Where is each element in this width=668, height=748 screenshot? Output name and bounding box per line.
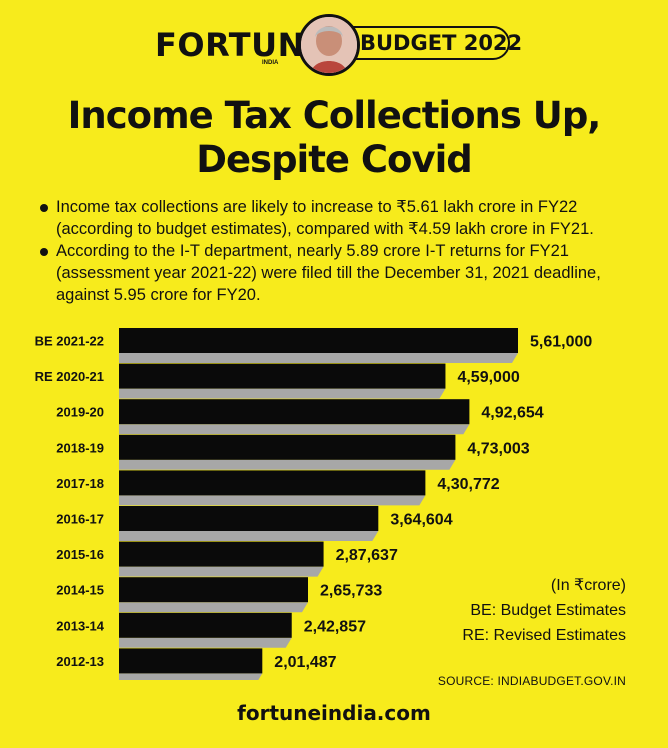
bar: [119, 612, 292, 638]
bar: [119, 577, 308, 603]
bar-chart: BE 2021-22 5,61,000 RE 2020-21 4,59,000 2019…: [35, 328, 592, 680]
category-label: 2013-14: [56, 618, 104, 633]
category-label: 2017-18: [56, 476, 104, 491]
bar-shadow: [119, 602, 308, 613]
bar-shadow: [119, 459, 456, 470]
category-label: 2015-16: [56, 547, 104, 562]
bar: [119, 541, 324, 567]
footer-url: fortuneindia.com: [237, 701, 431, 725]
category-label: 2014-15: [56, 583, 104, 598]
bar-shadow: [119, 637, 292, 648]
bar-shadow: [119, 495, 426, 506]
bar: [119, 328, 518, 353]
brand-sub: INDIA: [262, 60, 279, 66]
bullet-item: Income tax collections are likely to inc…: [38, 196, 648, 240]
value-label: 3,64,604: [390, 512, 452, 529]
chart-notes: (In ₹crore) BE: Budget Estimates RE: Rev…: [462, 573, 626, 648]
bar-shadow: [119, 566, 324, 577]
value-label: 4,73,003: [467, 440, 529, 457]
bar: [119, 434, 456, 460]
value-label: 2,01,487: [274, 654, 336, 671]
bullet-list: Income tax collections are likely to inc…: [38, 196, 648, 306]
bar-shadow: [119, 673, 263, 680]
category-label: BE 2021-22: [35, 334, 104, 349]
be-note: BE: Budget Estimates: [470, 602, 626, 619]
bar: [119, 399, 470, 425]
category-label: 2012-13: [56, 654, 104, 669]
re-note: RE: Revised Estimates: [462, 627, 626, 644]
header: FORTUNE INDIA BUDGET 2022: [0, 12, 668, 76]
value-label: 4,92,654: [481, 405, 543, 422]
category-label: 2018-19: [56, 440, 104, 455]
value-label: 5,61,000: [530, 334, 592, 351]
bar: [119, 648, 263, 674]
category-label: 2016-17: [56, 512, 104, 527]
unit-note: (In ₹crore): [550, 577, 626, 594]
title-line-2: Despite Covid: [196, 138, 473, 181]
category-label: RE 2020-21: [35, 369, 104, 384]
page-title: Income Tax Collections Up, Despite Covid: [0, 94, 668, 182]
value-label: 2,65,733: [320, 583, 382, 600]
source-note: SOURCE: INDIABUDGET.GOV.IN: [437, 674, 626, 688]
avatar: [298, 14, 360, 76]
bar: [119, 470, 426, 496]
budget-badge-label: BUDGET 2022: [360, 31, 523, 55]
bar-shadow: [119, 353, 518, 363]
value-label: 2,42,857: [304, 618, 366, 635]
bar-shadow: [119, 424, 470, 435]
title-line-1: Income Tax Collections Up,: [67, 94, 602, 137]
value-label: 2,87,637: [336, 547, 398, 564]
category-label: 2019-20: [56, 405, 104, 420]
bar: [119, 363, 446, 389]
bar-shadow: [119, 531, 379, 541]
value-label: 4,30,772: [437, 476, 499, 493]
bar-shadow: [119, 388, 446, 399]
bullet-item: According to the I-T department, nearly …: [38, 240, 648, 306]
value-label: 4,59,000: [457, 369, 519, 386]
bar: [119, 506, 379, 531]
